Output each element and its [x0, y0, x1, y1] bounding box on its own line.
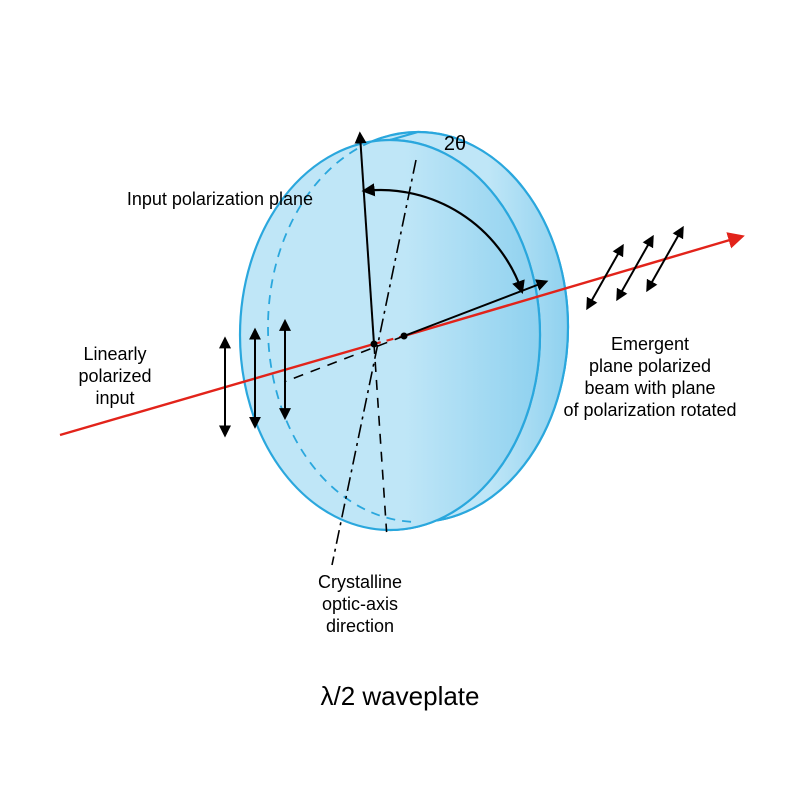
emergent-beam-label-l1: Emergent: [611, 334, 689, 354]
linearly-polarized-input-label-l2: polarized: [78, 366, 151, 386]
output-polarization-arrow: [618, 238, 652, 298]
input-polarization-plane-label: Input polarization plane: [127, 189, 313, 209]
output-polarization-arrow: [648, 229, 682, 289]
optic-axis-label-l2: optic-axis: [322, 594, 398, 614]
emergent-beam-label-l3: beam with plane: [584, 378, 715, 398]
output-polarization-arrow: [588, 247, 622, 307]
waveplate-diagram: 2θ Input polarization plane Linearly pol…: [0, 0, 800, 800]
optic-axis-label-l3: direction: [326, 616, 394, 636]
optic-axis-label-l1: Crystalline: [318, 572, 402, 592]
linearly-polarized-input-label-l3: input: [95, 388, 134, 408]
diagram-title: λ/2 waveplate: [321, 681, 480, 711]
emergent-beam-label-l2: plane polarized: [589, 356, 711, 376]
emergent-beam-label-l4: of polarization rotated: [563, 400, 736, 420]
linearly-polarized-input-label-l1: Linearly: [83, 344, 146, 364]
angle-label: 2θ: [444, 133, 466, 155]
output-polarization-arrows: [588, 229, 682, 307]
